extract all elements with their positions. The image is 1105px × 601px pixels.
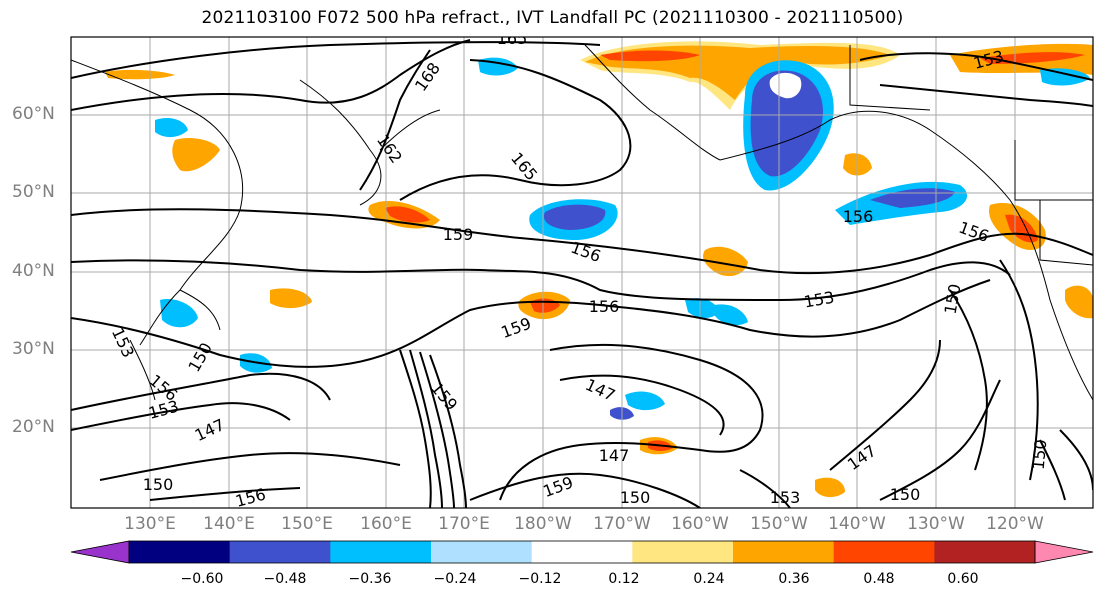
colorbar-bin <box>934 541 1036 563</box>
colorbar-tick: −0.48 <box>263 571 307 587</box>
contour-label: 159 <box>443 225 474 244</box>
contour-label: 165 <box>497 29 528 48</box>
colorbar-bin <box>733 541 835 563</box>
lat-label: 40°N <box>12 261 55 281</box>
lat-label: 50°N <box>12 182 55 202</box>
height-contours <box>71 39 1093 508</box>
contour-label: 156 <box>589 297 620 316</box>
colorbar-tick: 0.24 <box>693 571 725 587</box>
colorbar-bin <box>330 541 432 563</box>
graticule <box>71 37 1093 508</box>
lon-label: 170°W <box>593 514 651 534</box>
colorbar-bin <box>129 541 231 563</box>
lat-label: 20°N <box>12 417 55 437</box>
lon-label: 170°E <box>438 514 490 534</box>
colorbar-bin <box>431 541 533 563</box>
colorbar-tick: 0.48 <box>863 571 895 587</box>
coastlines <box>71 44 1093 401</box>
lat-label: 60°N <box>12 104 55 124</box>
colorbar-extend-low <box>70 540 130 564</box>
lon-label: 150°W <box>750 514 808 534</box>
contour-label: 150 <box>890 485 921 504</box>
colorbar-tick: −0.12 <box>518 571 562 587</box>
map-frame <box>70 36 1094 509</box>
colorbar-tick: 0.12 <box>608 571 640 587</box>
map-title: 2021103100 F072 500 hPa refract., IVT La… <box>201 8 904 28</box>
contour-label: 147 <box>599 446 630 465</box>
lon-label: 130°W <box>907 514 965 534</box>
colorbar-tick: −0.36 <box>348 571 392 587</box>
contour-label: 150 <box>620 488 651 507</box>
colorbar-tick: −0.60 <box>180 571 224 587</box>
colorbar-bin <box>229 541 331 563</box>
lon-label: 160°W <box>671 514 729 534</box>
colorbar-bin <box>632 541 734 563</box>
lon-label: 130°E <box>124 514 176 534</box>
lon-label: 120°W <box>986 514 1044 534</box>
colorbar-bin <box>531 541 633 563</box>
contour-label: 156 <box>233 485 267 511</box>
colorbar-tick: 0.36 <box>778 571 810 587</box>
lon-label: 180°W <box>514 514 572 534</box>
lon-label: 150°E <box>281 514 333 534</box>
contour-label: 153 <box>770 488 801 507</box>
lon-label: 140°W <box>828 514 886 534</box>
contour-label: 150 <box>143 475 174 494</box>
contour-label: 156 <box>843 207 874 226</box>
colorbar-outline <box>128 540 1036 564</box>
lon-label: 160°E <box>360 514 412 534</box>
colorbar-extend-high <box>1034 540 1094 564</box>
lat-label: 30°N <box>12 339 55 359</box>
colorbar-tick: 0.60 <box>947 571 979 587</box>
contour-label: 150 <box>1029 438 1051 470</box>
colorbar-tick: −0.24 <box>433 571 477 587</box>
lon-label: 140°E <box>203 514 255 534</box>
colorbar-bin <box>833 541 935 563</box>
